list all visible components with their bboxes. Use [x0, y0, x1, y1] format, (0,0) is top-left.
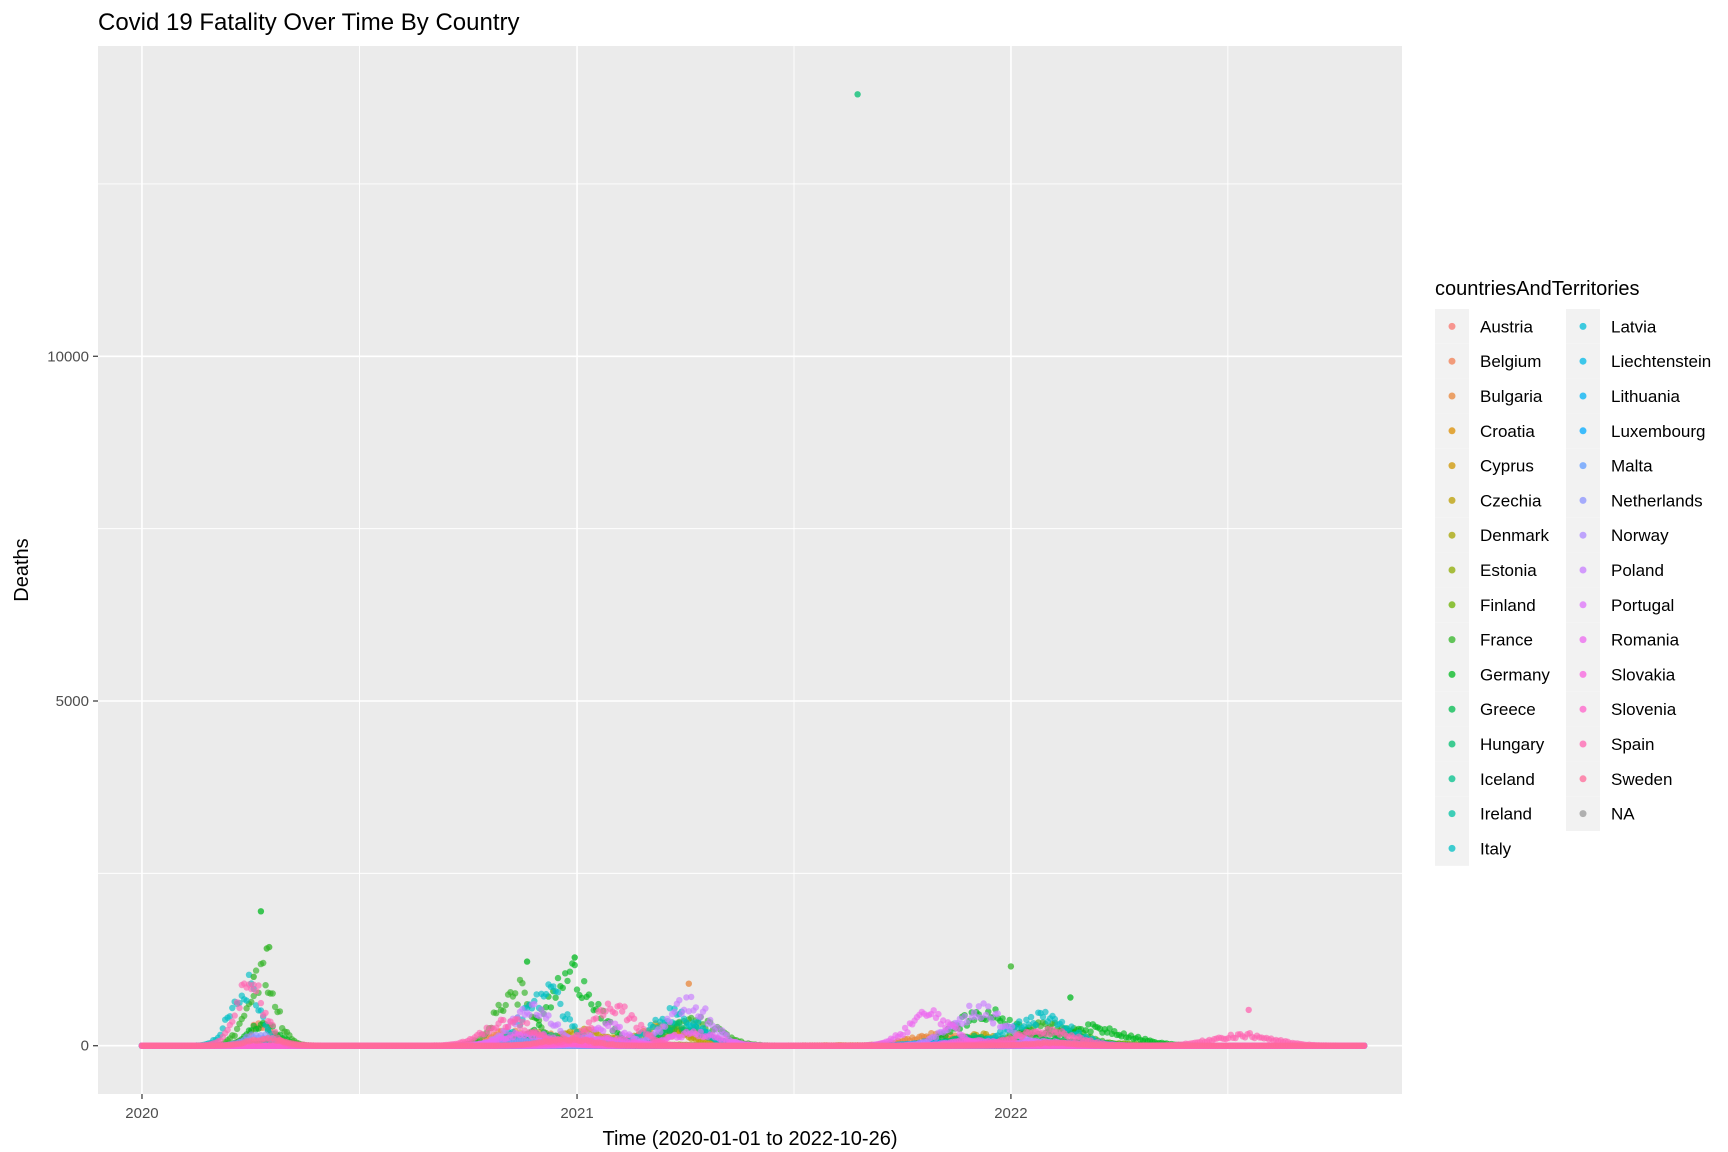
- data-point: [495, 1001, 502, 1009]
- data-point: [271, 1003, 279, 1011]
- data-point: [514, 1001, 521, 1008]
- plot-panel: [98, 46, 1402, 1094]
- data-point: [260, 959, 267, 967]
- data-point: [519, 980, 526, 987]
- chart-title: Covid 19 Fatality Over Time By Country: [98, 9, 519, 36]
- data-point: [231, 1032, 238, 1040]
- data-point: [500, 1007, 507, 1014]
- data-point: [241, 1012, 248, 1019]
- data-point: [233, 1025, 241, 1033]
- data-point: [269, 990, 276, 997]
- data-point: [252, 967, 260, 974]
- data-point: [276, 1008, 284, 1015]
- data-point: [512, 990, 519, 997]
- data-point: [521, 989, 528, 996]
- data-point: [493, 1009, 500, 1017]
- data-points: [138, 91, 1368, 1049]
- data-point: [250, 992, 257, 1000]
- data-point: [502, 1001, 509, 1009]
- data-point: [262, 982, 269, 989]
